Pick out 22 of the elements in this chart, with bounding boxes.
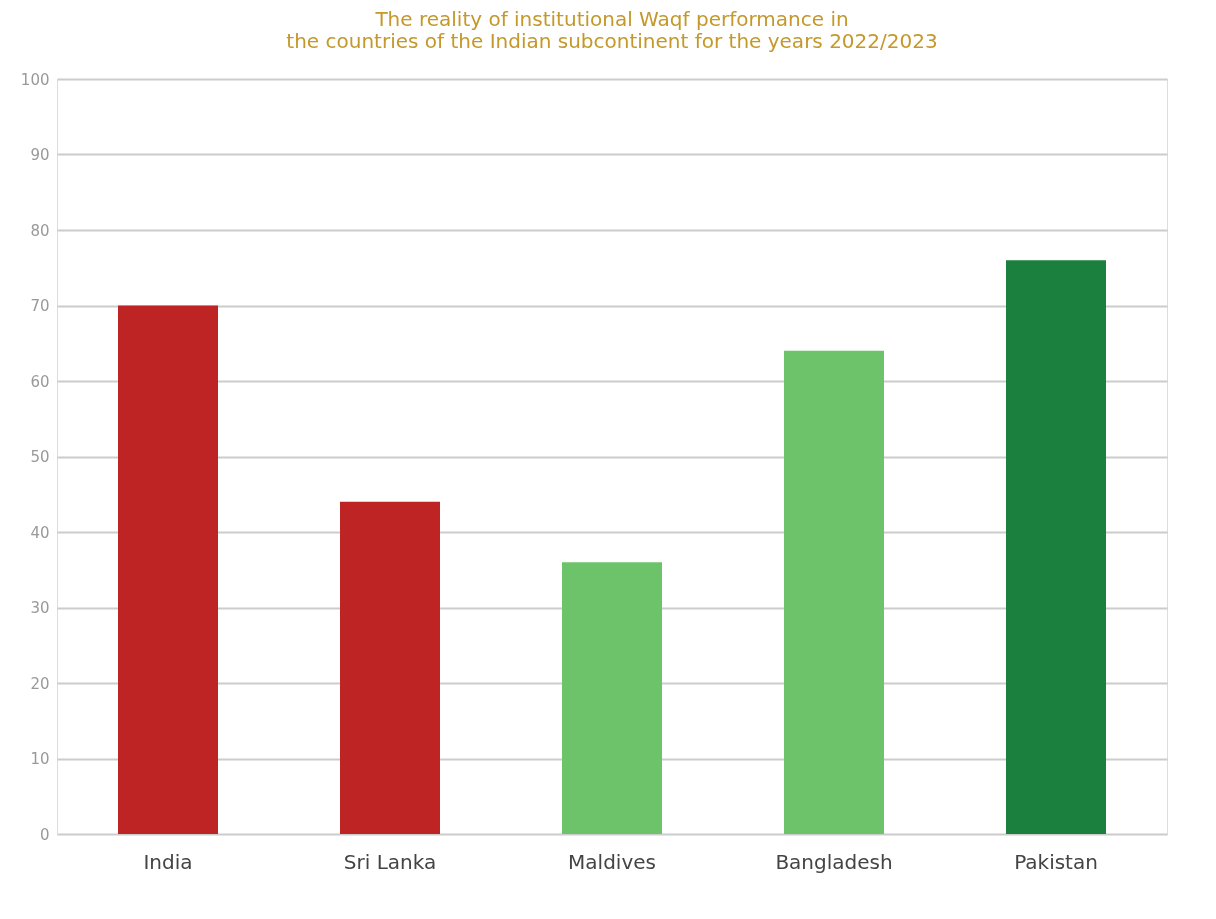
y-tick-label: 20 — [30, 674, 50, 693]
bar — [784, 350, 884, 834]
y-tick-label: 100 — [20, 70, 50, 89]
y-tick-label: 10 — [30, 750, 50, 768]
bar — [340, 501, 440, 834]
x-tick-label: Pakistan — [1014, 849, 1098, 874]
x-tick-label: India — [143, 849, 193, 874]
x-tick-label: Sri Lanka — [343, 849, 437, 874]
y-tick-label: 30 — [30, 599, 50, 617]
y-tick-label: 80 — [30, 221, 50, 240]
y-tick-label: 90 — [30, 146, 50, 164]
y-tick-label: 50 — [30, 448, 50, 466]
chart-title: The reality of institutional Waqf performance in the countries of the Indian subcontinent for the years 2022/2023 — [286, 7, 938, 53]
bar — [118, 305, 218, 834]
x-tick-label: Bangladesh — [775, 849, 893, 874]
bar — [562, 562, 662, 834]
bar — [1006, 260, 1106, 834]
y-tick-label: 40 — [30, 523, 50, 542]
y-tick-label: 0 — [39, 825, 50, 844]
y-tick-label: 60 — [30, 372, 50, 391]
x-tick-label: Maldives — [568, 849, 656, 874]
y-tick-label: 70 — [30, 297, 50, 315]
